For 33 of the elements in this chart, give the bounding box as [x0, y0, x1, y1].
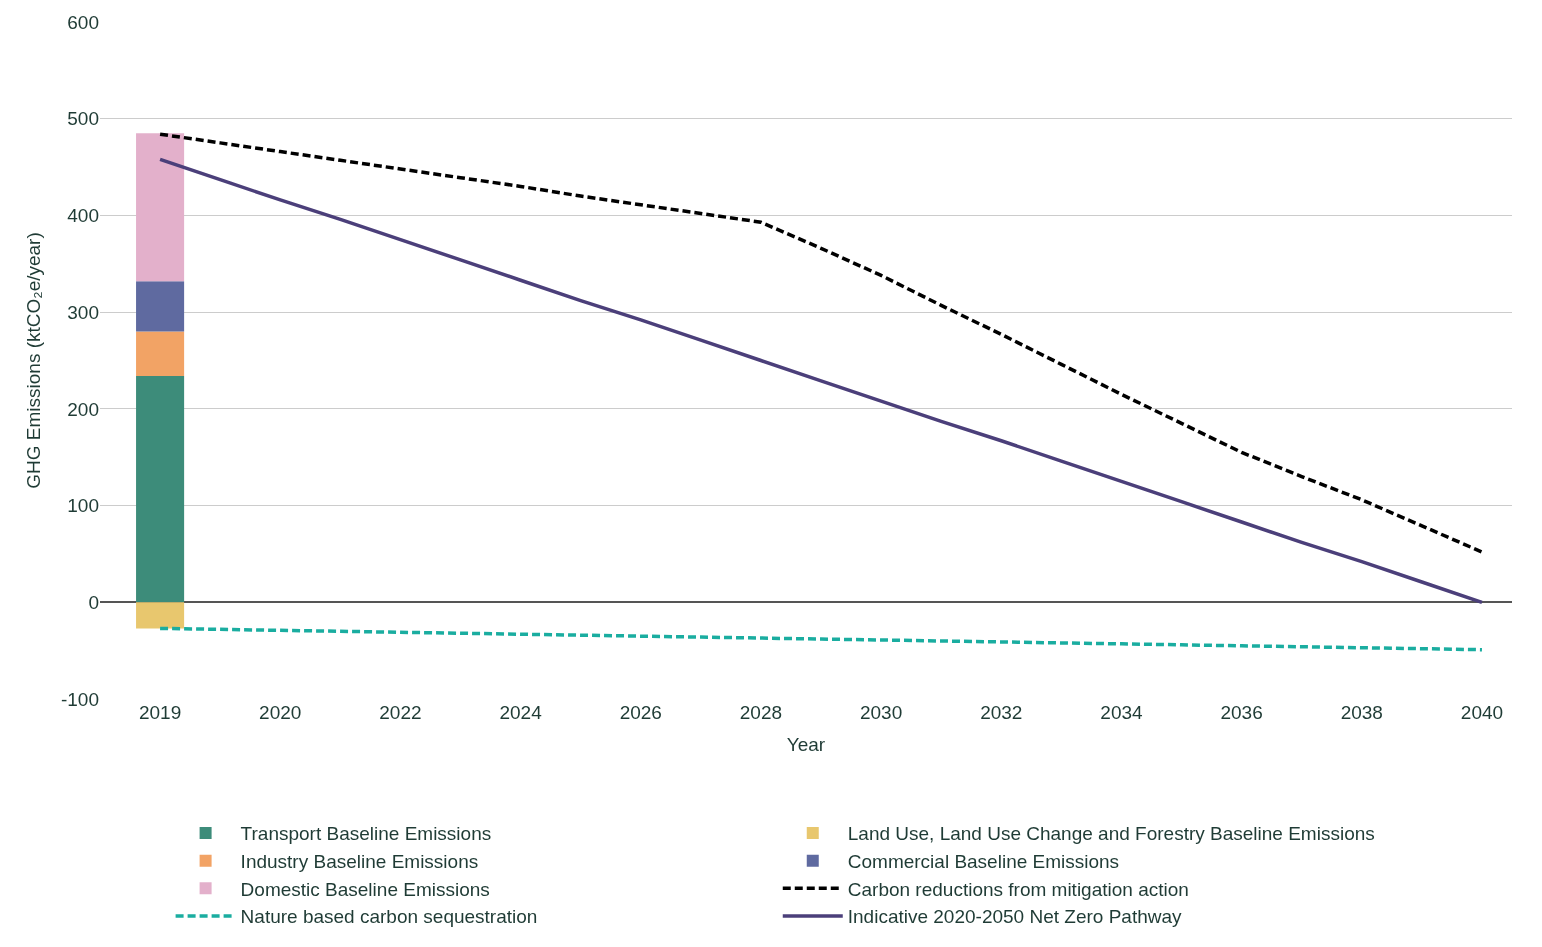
y-tick-label: 0 — [88, 591, 99, 613]
y-axis-title: GHG Emissions (ktCO₂e/year) — [22, 232, 44, 489]
x-tick-label: 2034 — [1100, 702, 1144, 723]
x-tick-label: 2036 — [1220, 702, 1263, 723]
x-tick-label: 2022 — [379, 702, 422, 723]
legend-label: Domestic Baseline Emissions — [240, 878, 490, 900]
x-tick-label: 2026 — [619, 702, 662, 723]
x-tick-label: 2024 — [499, 702, 543, 723]
legend-label: Land Use, Land Use Change and Forestry Baseline Emissions — [847, 823, 1375, 845]
y-tick-label: -100 — [60, 688, 99, 710]
y-tick-label: 500 — [67, 108, 99, 130]
line-series — [158, 626, 1484, 652]
legend-label: Transport Baseline Emissions — [240, 823, 492, 845]
x-tick-label: 2040 — [1460, 702, 1504, 723]
x-tick-label: 2020 — [259, 702, 302, 723]
line-series — [158, 132, 1484, 554]
y-tick-label: 600 — [67, 11, 99, 33]
x-tick-label: 2032 — [980, 702, 1023, 723]
x-tick-label: 2038 — [1340, 702, 1383, 723]
x-axis-title: Year — [786, 733, 826, 755]
y-tick-label: 200 — [67, 398, 99, 420]
line-series — [158, 157, 1484, 605]
y-tick-label: 400 — [67, 205, 99, 227]
legend-label: Indicative 2020-2050 Net Zero Pathway — [847, 906, 1183, 928]
y-tick-label: 300 — [67, 301, 99, 323]
x-tick-label: 2019 — [138, 702, 182, 723]
legend-label: Nature based carbon sequestration — [240, 906, 538, 928]
legend-label: Commercial Baseline Emissions — [847, 851, 1120, 873]
x-tick-label: 2030 — [859, 702, 903, 723]
legend-label: Carbon reductions from mitigation action — [847, 878, 1189, 900]
legend-label: Industry Baseline Emissions — [240, 851, 479, 873]
y-tick-label: 100 — [67, 495, 99, 517]
x-tick-label: 2028 — [739, 702, 783, 723]
